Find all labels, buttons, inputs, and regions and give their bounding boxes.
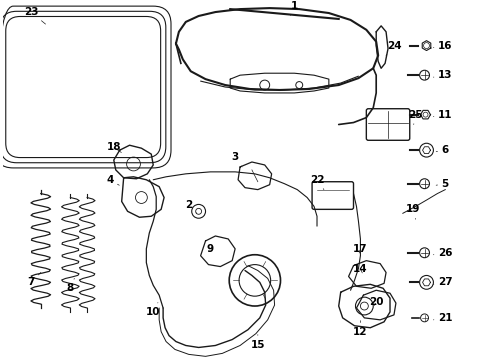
Text: 7: 7 — [27, 273, 41, 287]
Text: 16: 16 — [432, 41, 451, 51]
Text: 2: 2 — [185, 201, 196, 213]
Text: 23: 23 — [23, 7, 45, 24]
Text: 27: 27 — [432, 277, 452, 287]
Text: 17: 17 — [352, 244, 367, 254]
Text: 4: 4 — [106, 175, 119, 185]
Text: 15: 15 — [250, 335, 264, 350]
Text: 19: 19 — [405, 204, 419, 219]
Text: 6: 6 — [435, 145, 448, 155]
Text: 26: 26 — [432, 248, 451, 258]
Text: 22: 22 — [309, 175, 324, 190]
Text: 8: 8 — [67, 278, 74, 293]
Text: 3: 3 — [231, 152, 242, 167]
Text: 1: 1 — [290, 1, 297, 15]
Text: 10: 10 — [146, 303, 160, 317]
Text: 25: 25 — [407, 110, 422, 125]
Text: 5: 5 — [435, 179, 448, 189]
Text: 11: 11 — [432, 110, 451, 120]
Text: 12: 12 — [352, 321, 367, 337]
Text: 13: 13 — [432, 70, 451, 80]
Text: 14: 14 — [352, 264, 367, 274]
Text: 24: 24 — [386, 41, 401, 55]
Text: 9: 9 — [206, 244, 214, 254]
Text: 21: 21 — [432, 313, 451, 323]
Text: 18: 18 — [106, 142, 121, 153]
Text: 20: 20 — [368, 297, 383, 307]
